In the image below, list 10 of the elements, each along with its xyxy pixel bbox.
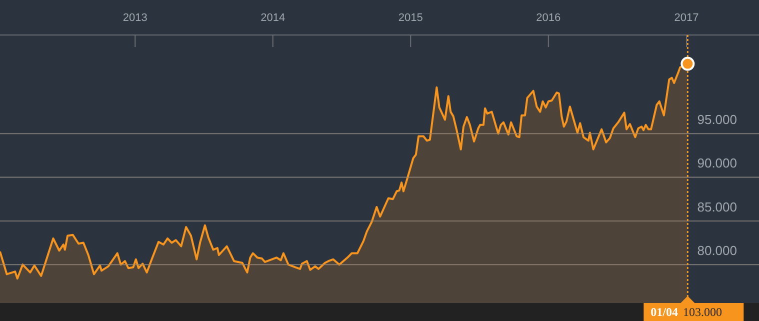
y-tick-label: 90.000 [697, 156, 737, 171]
x-tick-label: 2017 [674, 12, 699, 24]
text: 01/04 103.000 [650, 305, 722, 319]
y-tick-label: 85.000 [697, 199, 737, 214]
x-tick-label: 2013 [122, 12, 148, 24]
x-tick-label: 2014 [260, 12, 286, 24]
y-tick-label: 80.000 [697, 243, 737, 258]
x-tick-label: 2016 [536, 12, 561, 24]
y-tick-label: 95.000 [697, 112, 737, 128]
x-tick-label: 2015 [398, 12, 423, 24]
